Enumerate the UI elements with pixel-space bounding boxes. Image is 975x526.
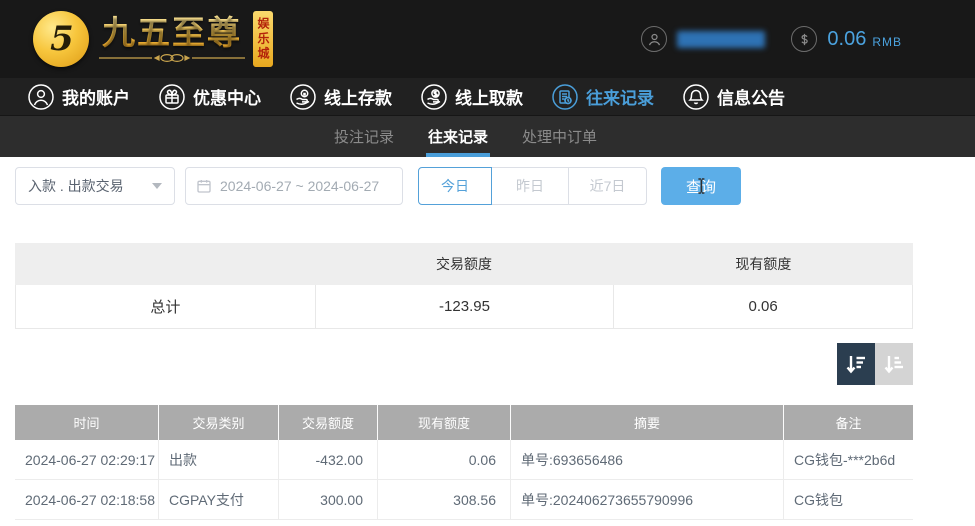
brand-name: 九五至尊 bbox=[102, 14, 242, 52]
cell-summary: 单号:202406273655790996 bbox=[510, 480, 783, 519]
col-amount: 交易额度 bbox=[278, 405, 377, 440]
user-icon bbox=[28, 83, 54, 110]
summary-header-empty bbox=[15, 243, 314, 285]
search-button[interactable]: 查询 bbox=[661, 167, 741, 205]
cell-remark: CG钱包 bbox=[783, 480, 913, 519]
summary-header-row: 交易额度 现有额度 bbox=[15, 243, 913, 285]
filter-bar: 入款 . 出款交易 2024-06-27 ~ 2024-06-27 今日 昨日 … bbox=[15, 167, 975, 205]
last7days-button[interactable]: 近7日 bbox=[568, 167, 647, 205]
nav-item-deposit[interactable]: 线上存款 bbox=[290, 83, 392, 110]
cell-time: 2024-06-27 02:29:17 bbox=[25, 451, 155, 468]
transactions-table: 时间 交易类别 交易额度 现有额度 摘要 备注 2024-06-27 02:29… bbox=[15, 405, 913, 520]
today-button[interactable]: 今日 bbox=[418, 167, 492, 205]
summary-total-label: 总计 bbox=[150, 299, 181, 316]
cell-balance: 0.06 bbox=[377, 440, 510, 479]
summary-header-transaction: 交易额度 bbox=[435, 256, 492, 272]
nav-item-withdraw[interactable]: 线上取款 bbox=[421, 83, 523, 110]
table-row: 2024-06-27 02:29:17 出款 -432.00 0.06 单号:6… bbox=[15, 440, 913, 480]
ibeam-cursor bbox=[698, 178, 705, 194]
cell-summary: 单号:693656486 bbox=[510, 440, 783, 479]
user-icon bbox=[641, 26, 668, 52]
col-remark: 备注 bbox=[783, 405, 913, 440]
sort-controls bbox=[15, 343, 913, 385]
tab-transaction-records[interactable]: 往来记录 bbox=[425, 116, 491, 157]
emblem-monogram: 5 bbox=[50, 19, 74, 59]
main-nav: 我的账户 优惠中心 线上存款 线上取款 bbox=[0, 78, 975, 115]
cell-type: 出款 bbox=[158, 440, 278, 479]
col-summary: 摘要 bbox=[510, 405, 783, 440]
username-blurred[interactable] bbox=[677, 30, 766, 48]
transaction-type-value: 入款 . 出款交易 bbox=[28, 178, 124, 194]
brand-logo: 5 九五至尊 娱乐城 bbox=[33, 11, 273, 67]
summary-transaction-total: -123.95 bbox=[314, 285, 614, 328]
bell-icon bbox=[683, 83, 709, 110]
chevron-down-icon bbox=[152, 183, 162, 189]
flourish-icon bbox=[99, 53, 245, 62]
withdraw-hand-dollar-icon bbox=[421, 83, 447, 110]
brand-emblem-icon: 5 bbox=[33, 11, 89, 67]
sort-descending-icon bbox=[846, 356, 865, 374]
tab-pending-orders[interactable]: 处理中订单 bbox=[522, 129, 598, 146]
table-row: 2024-06-27 02:18:58 CGPAY支付 300.00 308.5… bbox=[15, 480, 913, 520]
content: 入款 . 出款交易 2024-06-27 ~ 2024-06-27 今日 昨日 … bbox=[0, 167, 975, 520]
summary-total-row: 总计 -123.95 0.06 bbox=[15, 285, 913, 329]
nav-item-announcements[interactable]: 信息公告 bbox=[683, 83, 785, 110]
cell-balance: 308.56 bbox=[377, 480, 510, 519]
tab-bet-records[interactable]: 投注记录 bbox=[333, 129, 394, 146]
summary-header-balance: 现有额度 bbox=[735, 256, 792, 272]
top-header: 5 九五至尊 娱乐城 bbox=[0, 0, 975, 78]
cell-amount: 300.00 bbox=[278, 480, 377, 519]
brand-suffix: 娱乐城 bbox=[253, 11, 273, 67]
summary-balance-total: 0.06 bbox=[613, 285, 912, 328]
nav-item-my-account[interactable]: 我的账户 bbox=[28, 83, 130, 110]
cell-remark: CG钱包-***2b6d bbox=[783, 440, 913, 479]
dollar-circle-icon bbox=[791, 26, 818, 52]
sort-descending-button[interactable] bbox=[837, 343, 875, 385]
col-time: 时间 bbox=[73, 416, 100, 431]
sort-ascending-icon bbox=[884, 356, 903, 374]
gift-icon bbox=[159, 83, 185, 110]
date-range-input[interactable]: 2024-06-27 ~ 2024-06-27 bbox=[185, 167, 403, 205]
balance-value: 0.06 bbox=[827, 27, 867, 50]
cell-amount: -432.00 bbox=[278, 440, 377, 479]
sort-ascending-button[interactable] bbox=[875, 343, 913, 385]
account-area: 0.06 RMB bbox=[641, 26, 902, 52]
col-balance: 现有额度 bbox=[377, 405, 510, 440]
records-clipboard-clock-icon bbox=[552, 83, 578, 110]
deposit-hand-coin-icon bbox=[290, 83, 316, 110]
transaction-type-select[interactable]: 入款 . 出款交易 bbox=[15, 167, 175, 205]
summary-table: 交易额度 现有额度 总计 -123.95 0.06 bbox=[15, 243, 913, 329]
table-header-row: 时间 交易类别 交易额度 现有额度 摘要 备注 bbox=[15, 405, 913, 440]
nav-item-promotions[interactable]: 优惠中心 bbox=[159, 83, 261, 110]
cell-type: CGPAY支付 bbox=[158, 480, 278, 519]
cell-time: 2024-06-27 02:18:58 bbox=[25, 491, 155, 508]
quick-date-group: 今日 昨日 近7日 bbox=[418, 167, 647, 205]
nav-item-transaction-records[interactable]: 往来记录 bbox=[552, 83, 654, 110]
yesterday-button[interactable]: 昨日 bbox=[491, 167, 569, 205]
balance-currency: RMB bbox=[872, 34, 902, 49]
calendar-icon bbox=[197, 180, 211, 193]
date-range-value: 2024-06-27 ~ 2024-06-27 bbox=[220, 178, 380, 194]
sub-tabs: 投注记录 往来记录 处理中订单 bbox=[0, 115, 975, 157]
col-type: 交易类别 bbox=[158, 405, 278, 440]
